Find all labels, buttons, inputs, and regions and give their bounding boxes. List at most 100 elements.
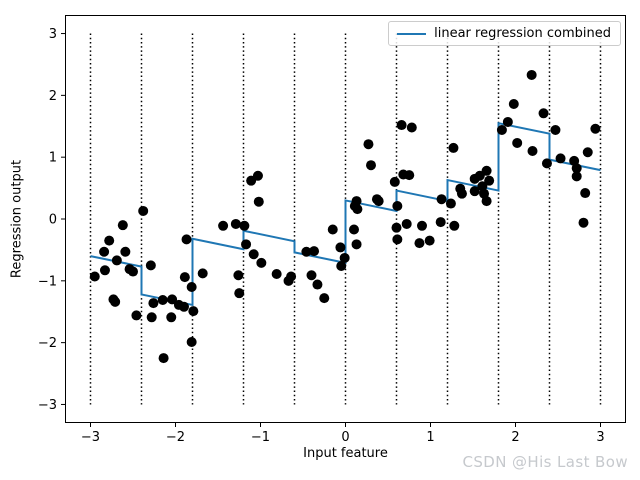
scatter-point	[312, 279, 323, 290]
scatter-point	[336, 260, 347, 271]
scatter-point	[449, 220, 460, 231]
x-tick-label: −2	[166, 430, 185, 445]
y-tick-label: 3	[49, 27, 57, 42]
scatter-point	[131, 310, 142, 321]
scatter-point	[389, 176, 400, 187]
scatter-point	[351, 196, 362, 207]
scatter-point	[335, 242, 346, 253]
scatter-point	[424, 235, 435, 246]
scatter-point	[148, 298, 159, 309]
scatter-point	[538, 108, 549, 119]
scatter-point	[248, 249, 259, 260]
x-tick-label: 0	[341, 430, 349, 445]
x-tick-label: 3	[596, 430, 604, 445]
scatter-point	[99, 246, 110, 257]
legend: linear regression combined	[388, 21, 621, 46]
scatter-point	[252, 170, 263, 181]
scatter-point	[158, 353, 169, 364]
y-tick-label: −2	[38, 336, 57, 351]
scatter-point	[590, 123, 601, 134]
scatter-point	[502, 116, 513, 127]
scatter-point	[239, 220, 250, 231]
x-axis-label: Input feature	[303, 446, 388, 461]
scatter-point	[138, 205, 149, 216]
scatter-point	[157, 294, 168, 305]
scatter-point	[167, 294, 178, 305]
scatter-point	[550, 124, 561, 135]
scatter-point	[435, 217, 446, 228]
watermark: CSDN @His Last Bow	[462, 453, 628, 471]
scatter-point	[218, 220, 229, 231]
y-axis-label: Regression output	[9, 159, 25, 279]
scatter-point	[197, 268, 208, 279]
scatter-point	[512, 137, 523, 148]
scatter-point	[414, 238, 425, 249]
y-tick-label: −1	[38, 274, 57, 289]
scatter-point	[188, 306, 199, 317]
scatter-point	[253, 196, 264, 207]
legend-label: linear regression combined	[434, 26, 611, 41]
scatter-point	[349, 224, 359, 235]
scatter-point	[580, 188, 591, 199]
scatter-point	[128, 266, 138, 277]
scatter-point	[417, 220, 427, 231]
scatter-point	[233, 270, 244, 281]
scatter-point	[256, 257, 267, 268]
scatter-point	[555, 153, 566, 164]
scatter-point	[406, 122, 417, 133]
scatter-point	[392, 234, 403, 245]
scatter-point	[578, 217, 589, 228]
scatter-point	[319, 293, 330, 304]
scatter-point	[401, 218, 412, 229]
scatter-point	[99, 265, 110, 276]
scatter-point	[481, 196, 492, 207]
scatter-point	[271, 269, 282, 280]
scatter-point	[179, 272, 190, 283]
scatter-point	[445, 198, 456, 209]
scatter-point	[179, 301, 189, 312]
scatter-point	[146, 312, 157, 323]
scatter-point	[306, 270, 317, 281]
scatter-point	[241, 239, 252, 250]
axes-frame	[65, 15, 626, 423]
scatter-point	[104, 235, 115, 246]
scatter-point	[363, 139, 374, 150]
scatter-point	[309, 246, 320, 257]
scatter-point	[181, 234, 192, 245]
scatter-point	[391, 222, 402, 233]
y-tick-label: 0	[49, 213, 57, 228]
scatter-point	[448, 142, 459, 153]
scatter-point	[456, 188, 467, 199]
scatter-point	[541, 158, 552, 169]
scatter-point	[396, 120, 407, 131]
scatter-point	[166, 312, 177, 323]
scatter-point	[89, 271, 100, 282]
scatter-point	[481, 165, 492, 176]
scatter-point	[301, 246, 312, 257]
scatter-point	[286, 271, 297, 282]
scatter-point	[186, 337, 197, 348]
scatter-point	[110, 296, 121, 307]
x-tick-label: 2	[511, 430, 519, 445]
scatter-point	[508, 99, 519, 110]
scatter-point	[366, 160, 376, 171]
scatter-point	[484, 175, 495, 186]
scatter-point	[111, 255, 122, 266]
scatter-point	[230, 218, 241, 229]
x-tick-label: 1	[426, 430, 434, 445]
scatter-point	[327, 224, 338, 235]
scatter-point	[571, 163, 582, 174]
scatter-point	[352, 204, 363, 215]
scatter-point	[526, 69, 537, 80]
scatter-point	[145, 260, 156, 271]
scatter-point	[404, 170, 415, 181]
y-tick-label: 2	[49, 89, 57, 104]
y-tick-label: 1	[49, 151, 57, 166]
scatter-point	[120, 246, 131, 257]
scatter-point	[496, 124, 507, 135]
scatter-point	[436, 194, 447, 205]
scatter-point	[117, 220, 128, 231]
scatter-point	[351, 239, 362, 250]
scatter-point	[373, 196, 384, 207]
